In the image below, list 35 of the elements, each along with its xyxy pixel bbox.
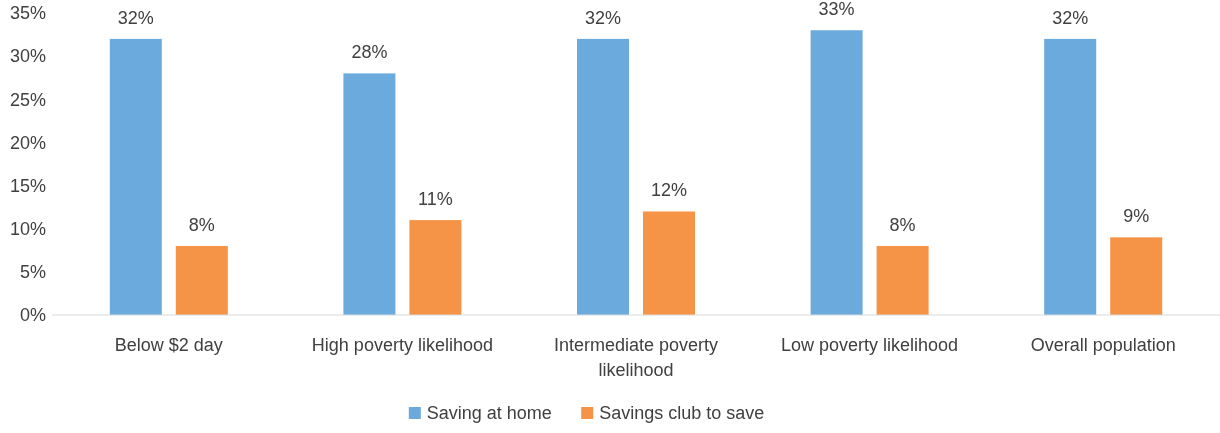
y-tick-label: 0% xyxy=(19,305,46,326)
bar xyxy=(1110,237,1163,315)
bar xyxy=(876,245,929,315)
data-label: 8% xyxy=(889,214,916,235)
y-tick-label: 15% xyxy=(9,175,46,196)
data-label: 28% xyxy=(351,42,388,63)
y-tick-label: 25% xyxy=(9,89,46,110)
x-tick-label: Low poverty likelihood xyxy=(781,335,959,355)
x-tick-label: Overall population xyxy=(1030,335,1176,355)
data-label: 12% xyxy=(650,180,688,201)
x-tick-label: High poverty likelihood xyxy=(311,335,493,355)
y-tick-label: 30% xyxy=(9,46,46,67)
bar xyxy=(643,211,695,315)
bar xyxy=(577,38,629,315)
data-label: 32% xyxy=(584,7,622,28)
y-tick-label: 10% xyxy=(9,219,46,240)
data-label: 9% xyxy=(1123,206,1150,227)
bar xyxy=(1044,38,1097,315)
x-tick-label: Below $2 day xyxy=(114,335,223,355)
data-label: 8% xyxy=(188,214,215,235)
bar xyxy=(175,245,228,315)
data-label: 32% xyxy=(1052,7,1089,28)
y-tick-label: 35% xyxy=(9,3,46,24)
bar xyxy=(109,38,162,315)
data-label: 11% xyxy=(418,189,453,210)
legend-label: Savings club to save xyxy=(599,403,765,423)
y-tick-label: 5% xyxy=(19,262,46,283)
data-label: 32% xyxy=(117,7,154,28)
x-tick-label: Intermediate poverty likelihood xyxy=(553,335,719,380)
bar xyxy=(409,220,462,315)
bar xyxy=(343,73,396,315)
data-label: 33% xyxy=(818,0,855,20)
bar xyxy=(810,30,863,315)
legend-label: Saving at home xyxy=(426,403,552,423)
y-tick-label: 20% xyxy=(9,132,46,153)
